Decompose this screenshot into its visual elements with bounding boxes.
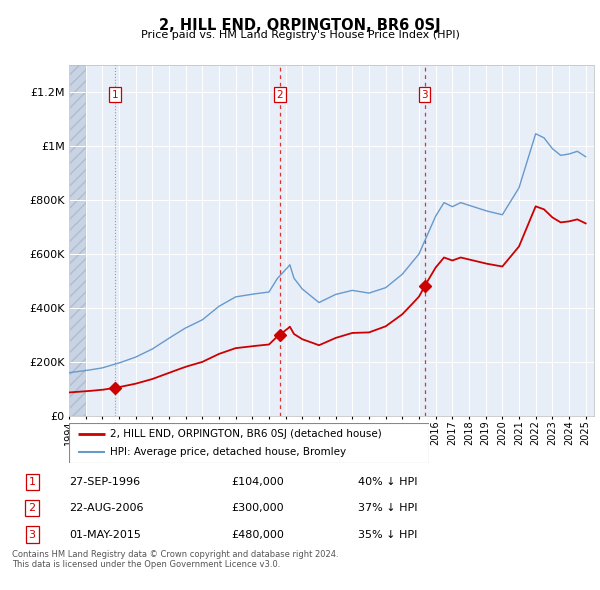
Text: Contains HM Land Registry data © Crown copyright and database right 2024.
This d: Contains HM Land Registry data © Crown c…	[12, 550, 338, 569]
Text: 37% ↓ HPI: 37% ↓ HPI	[358, 503, 417, 513]
Text: HPI: Average price, detached house, Bromley: HPI: Average price, detached house, Brom…	[110, 447, 347, 457]
Text: 22-AUG-2006: 22-AUG-2006	[70, 503, 144, 513]
Bar	[69, 65, 86, 416]
Text: 40% ↓ HPI: 40% ↓ HPI	[358, 477, 417, 487]
Text: Price paid vs. HM Land Registry's House Price Index (HPI): Price paid vs. HM Land Registry's House …	[140, 30, 460, 40]
Text: 3: 3	[421, 90, 428, 100]
Text: 01-MAY-2015: 01-MAY-2015	[70, 530, 142, 540]
FancyBboxPatch shape	[69, 423, 429, 463]
Text: £480,000: £480,000	[231, 530, 284, 540]
Text: £300,000: £300,000	[231, 503, 284, 513]
Text: 2: 2	[29, 503, 36, 513]
Text: £104,000: £104,000	[231, 477, 284, 487]
Text: 2, HILL END, ORPINGTON, BR6 0SJ: 2, HILL END, ORPINGTON, BR6 0SJ	[159, 18, 441, 32]
Text: 35% ↓ HPI: 35% ↓ HPI	[358, 530, 417, 540]
Text: 27-SEP-1996: 27-SEP-1996	[70, 477, 141, 487]
Text: 3: 3	[29, 530, 35, 540]
Text: 1: 1	[112, 90, 118, 100]
Text: 2, HILL END, ORPINGTON, BR6 0SJ (detached house): 2, HILL END, ORPINGTON, BR6 0SJ (detache…	[110, 429, 382, 439]
Text: 2: 2	[277, 90, 283, 100]
Text: 1: 1	[29, 477, 35, 487]
